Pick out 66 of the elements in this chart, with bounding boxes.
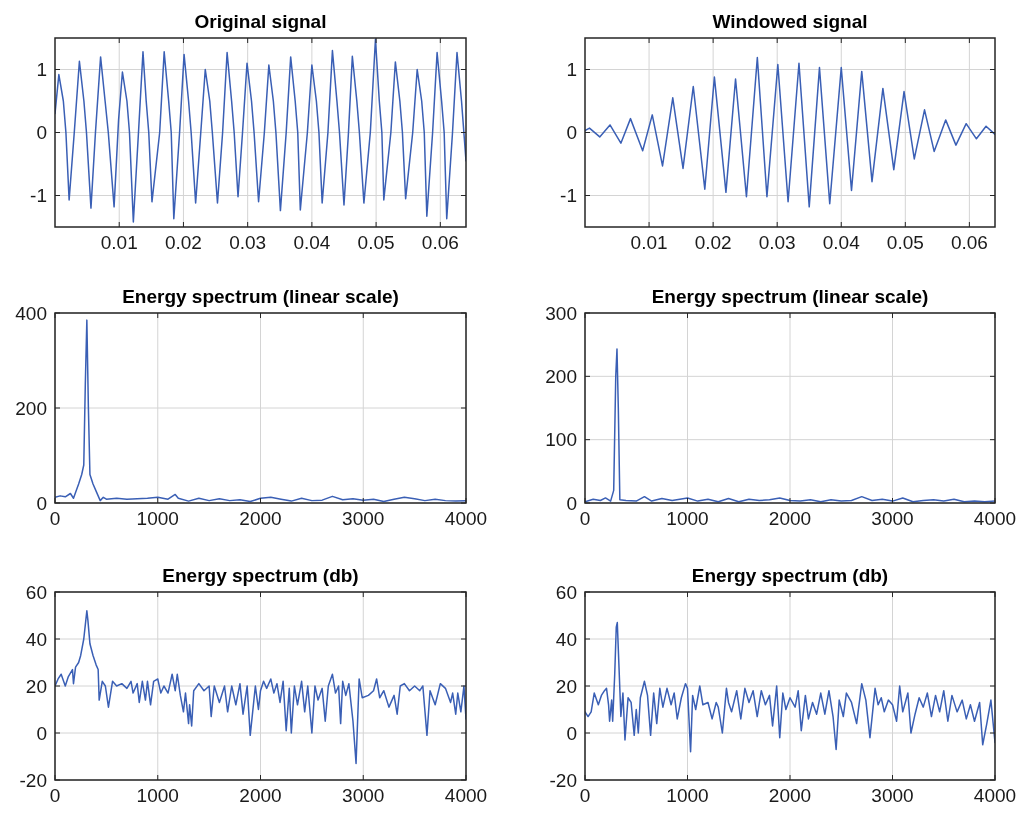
y-tick-label: -1 bbox=[560, 185, 577, 207]
x-tick-label: 0 bbox=[49, 785, 61, 806]
y-tick-label: 400 bbox=[15, 302, 47, 324]
x-tick-label: 3000 bbox=[342, 508, 385, 529]
x-tick-label: 0.03 bbox=[229, 232, 267, 253]
y-tick-label: 60 bbox=[555, 581, 577, 603]
x-tick-label: 0.05 bbox=[886, 232, 924, 253]
x-tick-label: 0.03 bbox=[758, 232, 796, 253]
x-tick-label: 4000 bbox=[973, 508, 1017, 529]
x-tick-label: 2000 bbox=[239, 508, 282, 529]
x-tick-label: 4000 bbox=[444, 785, 488, 806]
y-tick-label: 40 bbox=[25, 628, 47, 650]
x-tick-label: 3000 bbox=[342, 785, 385, 806]
y-tick-label: 200 bbox=[15, 397, 47, 419]
line-series bbox=[585, 621, 995, 753]
x-tick-label: 1000 bbox=[136, 508, 179, 529]
x-tick-label: 1000 bbox=[136, 785, 179, 806]
y-tick-label: 100 bbox=[545, 429, 577, 451]
line-series bbox=[55, 319, 466, 503]
x-tick-label: 3000 bbox=[871, 785, 914, 806]
y-tick-label: 0 bbox=[36, 722, 47, 744]
line-series bbox=[585, 56, 995, 208]
chart-title: Original signal bbox=[194, 11, 327, 32]
chart-title: Windowed signal bbox=[712, 11, 868, 32]
x-tick-label: 0.01 bbox=[630, 232, 668, 253]
y-tick-label: 0 bbox=[566, 722, 577, 744]
x-tick-label: 0 bbox=[579, 508, 591, 529]
y-tick-label: 60 bbox=[25, 581, 47, 603]
x-tick-label: 0.01 bbox=[100, 232, 138, 253]
chart-title: Energy spectrum (db) bbox=[162, 565, 359, 586]
y-tick-label: 200 bbox=[545, 365, 577, 387]
x-tick-label: 0.02 bbox=[694, 232, 732, 253]
chart-title: Energy spectrum (db) bbox=[691, 565, 889, 586]
chart-title: Energy spectrum (linear scale) bbox=[651, 286, 929, 307]
y-tick-label: 300 bbox=[545, 302, 577, 324]
x-tick-label: 0 bbox=[49, 508, 61, 529]
line-series bbox=[55, 610, 466, 765]
x-tick-label: 4000 bbox=[444, 508, 488, 529]
y-tick-label: -20 bbox=[549, 769, 577, 791]
x-tick-label: 1000 bbox=[666, 508, 709, 529]
x-tick-label: 3000 bbox=[871, 508, 914, 529]
x-tick-label: 0.05 bbox=[357, 232, 395, 253]
x-tick-label: 2000 bbox=[768, 785, 812, 806]
x-tick-label: 0.02 bbox=[164, 232, 202, 253]
x-tick-label: 0 bbox=[579, 785, 591, 806]
y-tick-label: -1 bbox=[30, 185, 47, 207]
x-tick-label: 2000 bbox=[239, 785, 282, 806]
x-tick-label: 0.04 bbox=[822, 232, 861, 253]
x-tick-label: 4000 bbox=[973, 785, 1017, 806]
line-series bbox=[585, 348, 995, 503]
y-tick-label: 40 bbox=[555, 628, 577, 650]
y-tick-label: 20 bbox=[25, 675, 47, 697]
y-tick-label: 0 bbox=[36, 122, 47, 144]
chart-title: Energy spectrum (linear scale) bbox=[122, 286, 399, 307]
y-tick-label: 1 bbox=[566, 59, 577, 81]
y-tick-label: 20 bbox=[555, 675, 577, 697]
y-tick-label: 0 bbox=[566, 492, 577, 514]
x-tick-label: 2000 bbox=[768, 508, 812, 529]
x-tick-label: 1000 bbox=[666, 785, 709, 806]
x-tick-label: 0.06 bbox=[950, 232, 988, 253]
x-tick-label: 0.04 bbox=[293, 232, 331, 253]
y-tick-label: 0 bbox=[36, 492, 47, 514]
y-tick-label: -20 bbox=[19, 769, 47, 791]
x-tick-label: 0.06 bbox=[421, 232, 459, 253]
y-tick-label: 1 bbox=[36, 59, 47, 81]
y-tick-label: 0 bbox=[566, 122, 577, 144]
